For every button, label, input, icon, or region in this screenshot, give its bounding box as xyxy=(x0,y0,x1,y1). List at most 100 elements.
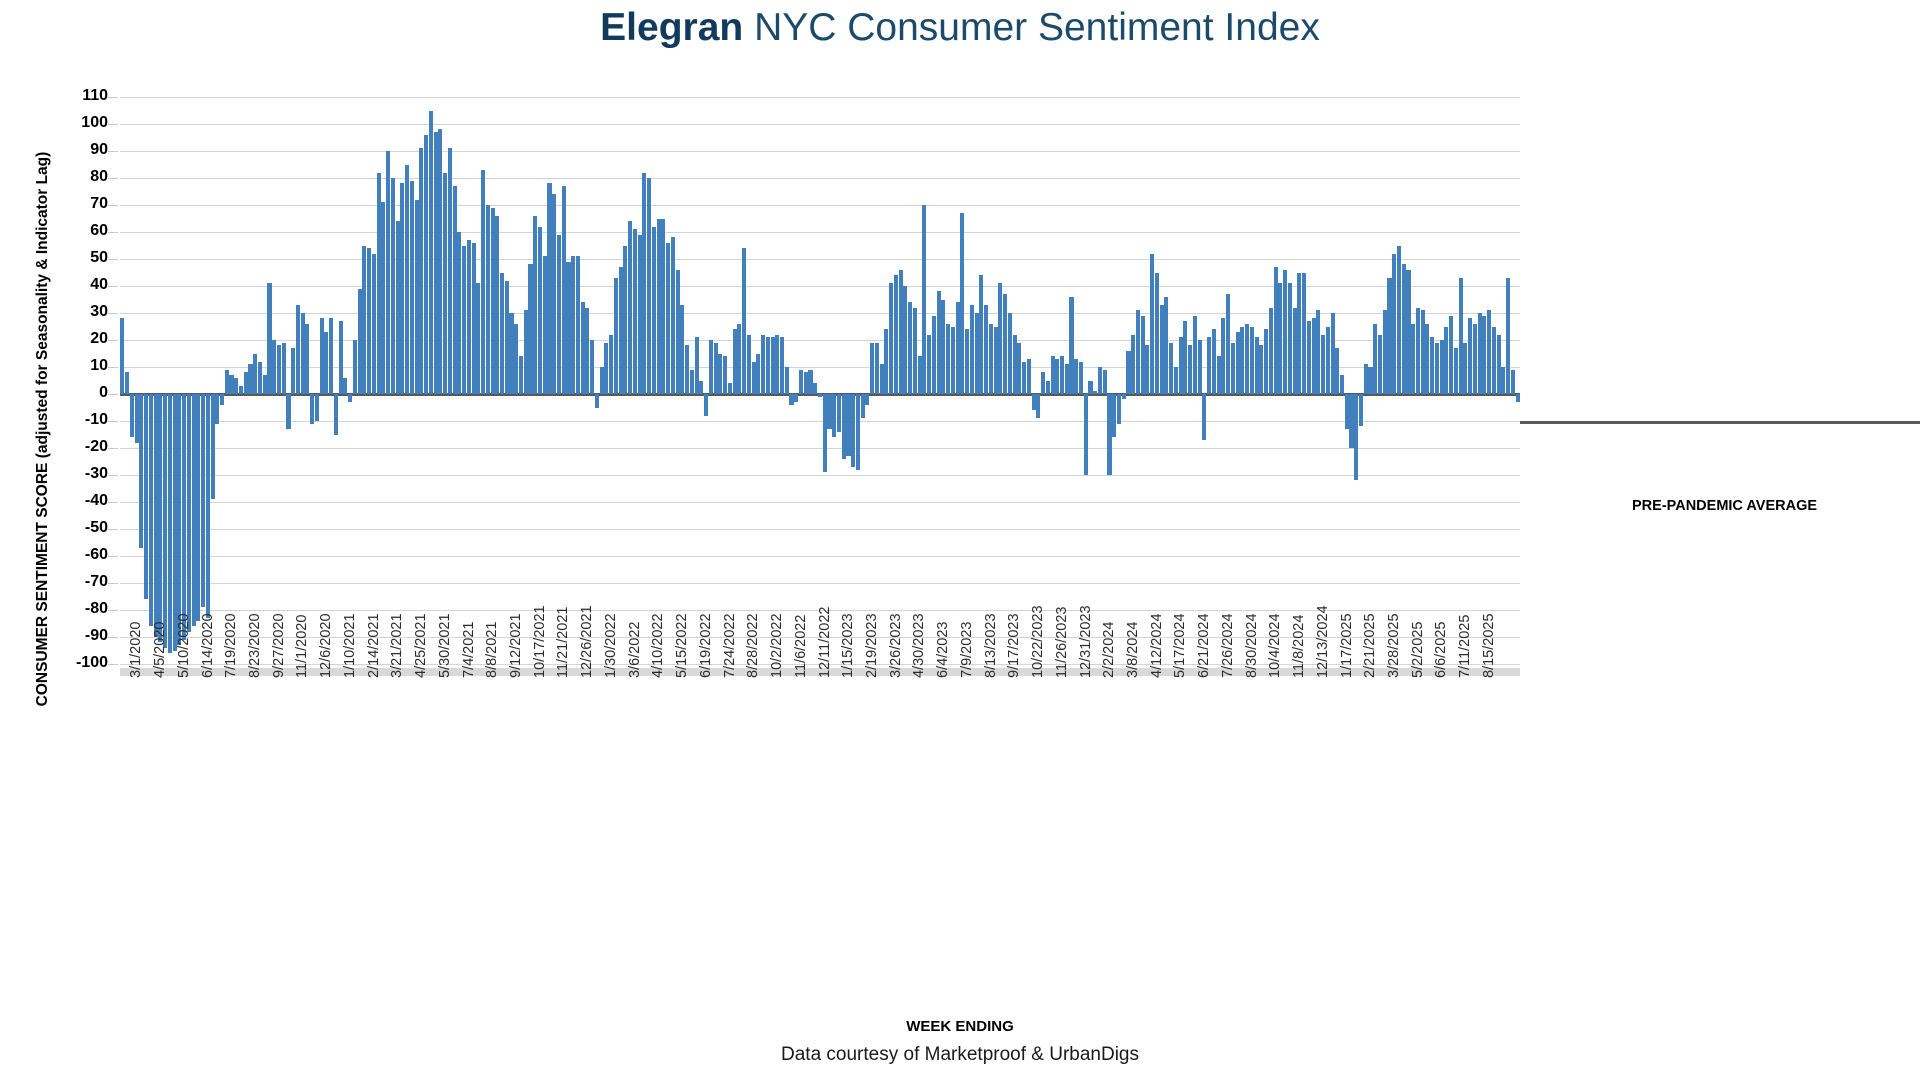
x-axis-label: 12/26/2021 xyxy=(579,605,596,678)
bar xyxy=(1097,367,1103,394)
bar xyxy=(1017,342,1022,394)
bar xyxy=(1292,307,1297,394)
bar xyxy=(1321,334,1326,394)
bar xyxy=(718,353,723,394)
bar xyxy=(1382,310,1387,394)
bar xyxy=(1264,329,1269,394)
bar xyxy=(1102,369,1107,394)
bar xyxy=(329,318,334,394)
x-axis-label: 5/10/2020 xyxy=(175,613,192,678)
bar xyxy=(1453,348,1458,394)
y-axis-tick xyxy=(108,151,118,152)
x-axis-label: 7/9/2023 xyxy=(958,621,975,678)
x-axis-label: 1/30/2022 xyxy=(602,613,619,678)
bar xyxy=(210,394,215,500)
bar xyxy=(623,245,628,394)
bar xyxy=(670,237,675,394)
bar xyxy=(1126,350,1131,394)
y-axis-tick xyxy=(108,232,118,233)
bar xyxy=(803,372,808,394)
x-axis-label: 7/4/2021 xyxy=(460,621,477,678)
bar xyxy=(1297,272,1302,394)
bar xyxy=(1330,313,1335,394)
y-axis-label: 10 xyxy=(90,357,108,374)
bar xyxy=(272,340,277,394)
bar xyxy=(1259,345,1264,394)
bar xyxy=(946,323,951,394)
bar xyxy=(295,304,300,394)
bar xyxy=(414,199,419,394)
bar xyxy=(571,256,576,394)
bar xyxy=(409,180,414,394)
bar xyxy=(775,334,780,394)
bar xyxy=(1477,313,1482,394)
bar xyxy=(685,345,690,394)
bar xyxy=(689,369,694,394)
gridline xyxy=(120,286,1520,287)
bar xyxy=(613,277,618,394)
bar xyxy=(1078,361,1084,394)
bar xyxy=(201,394,206,608)
bar xyxy=(1392,253,1397,394)
x-axis-label: 6/6/2025 xyxy=(1433,621,1450,678)
x-axis-label: 11/26/2023 xyxy=(1053,606,1070,679)
gridline xyxy=(120,259,1520,260)
bar xyxy=(1401,264,1406,394)
bar xyxy=(238,385,244,394)
x-axis-label: 12/31/2023 xyxy=(1077,605,1094,678)
page-title: Elegran NYC Consumer Sentiment Index xyxy=(0,6,1920,50)
bar xyxy=(642,172,647,394)
bar xyxy=(813,383,818,394)
pre-pandemic-average-line xyxy=(1520,421,1920,424)
bar xyxy=(333,394,338,435)
x-axis-label: 4/10/2022 xyxy=(650,613,667,678)
y-axis-tick xyxy=(108,583,118,584)
bar xyxy=(1254,337,1259,394)
x-axis-label: 12/13/2024 xyxy=(1314,605,1331,678)
x-axis-label: 5/15/2022 xyxy=(674,613,691,678)
bar-series xyxy=(120,97,1520,664)
bar xyxy=(874,342,879,394)
bar xyxy=(742,248,747,394)
bar xyxy=(163,394,168,648)
bar xyxy=(1278,283,1283,394)
bar xyxy=(993,326,998,394)
x-axis-label: 1/17/2025 xyxy=(1338,613,1355,678)
gridline xyxy=(120,610,1520,611)
bar xyxy=(737,323,742,394)
x-axis-label: 8/8/2021 xyxy=(484,621,501,678)
bar xyxy=(969,304,974,394)
gridline xyxy=(120,556,1520,557)
x-axis-label: 9/27/2020 xyxy=(270,613,287,678)
gridline xyxy=(120,664,1520,665)
bar xyxy=(1116,394,1122,424)
bar xyxy=(998,283,1003,394)
bar xyxy=(1221,318,1226,394)
bar xyxy=(376,172,381,394)
bar xyxy=(462,245,467,394)
x-axis-label: 10/22/2023 xyxy=(1030,605,1047,678)
bar xyxy=(1154,272,1159,394)
bar xyxy=(922,205,927,394)
x-axis-label: 1/10/2021 xyxy=(341,613,358,678)
bar xyxy=(855,394,860,470)
bar xyxy=(1506,277,1511,394)
bar xyxy=(979,275,984,394)
x-axis-label: 4/12/2024 xyxy=(1148,613,1165,678)
x-axis-label: 10/4/2024 xyxy=(1267,613,1284,678)
bar xyxy=(267,283,272,394)
bar xyxy=(1107,394,1112,475)
bar xyxy=(1316,310,1321,394)
y-axis-tick xyxy=(108,664,118,665)
bar xyxy=(1007,313,1012,394)
bar xyxy=(884,329,889,394)
bar xyxy=(941,299,946,394)
bar xyxy=(229,375,234,394)
bar xyxy=(1339,375,1345,394)
bar xyxy=(1325,326,1330,394)
bar xyxy=(1140,315,1145,394)
bar xyxy=(756,353,761,394)
bar xyxy=(552,194,557,394)
bar xyxy=(1207,337,1212,394)
